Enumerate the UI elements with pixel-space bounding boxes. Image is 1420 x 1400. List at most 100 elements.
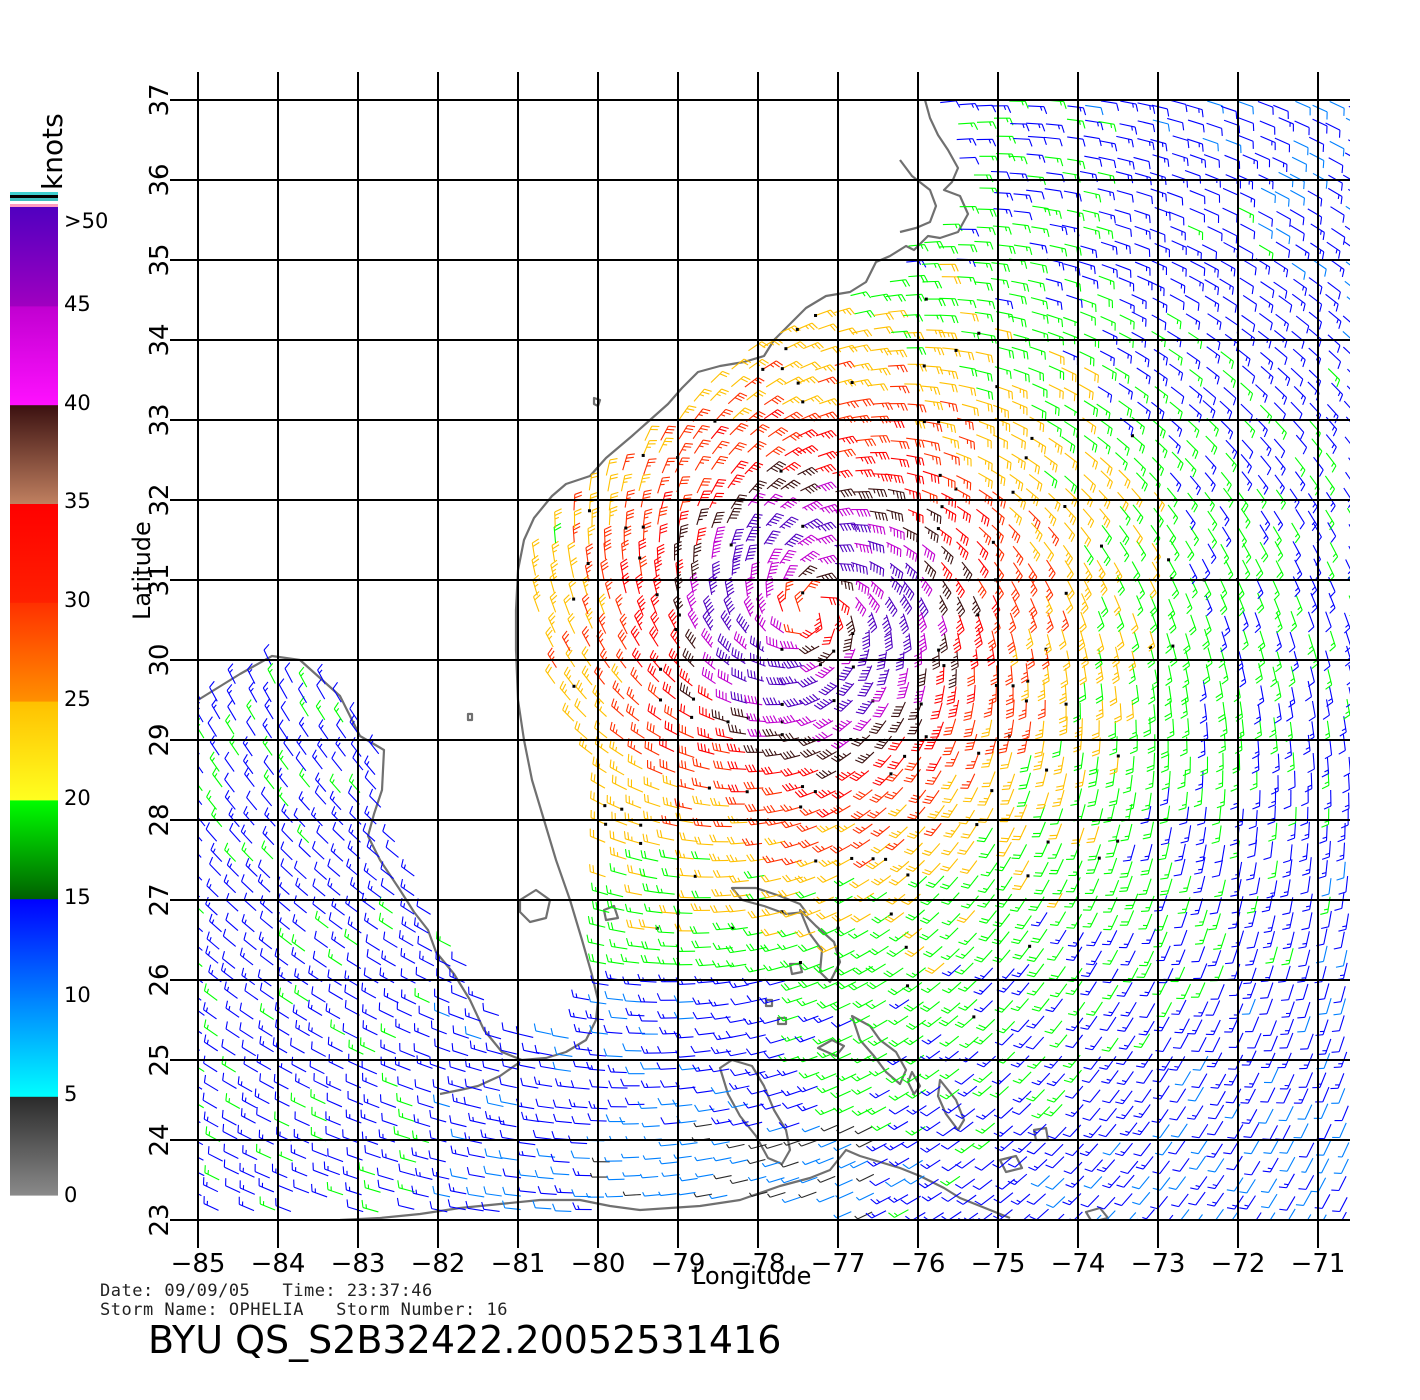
- wind-barb: [710, 425, 729, 440]
- wind-barb: [657, 956, 677, 965]
- wind-barb: [1308, 311, 1323, 330]
- wind-barb: [784, 580, 794, 600]
- wind-barb: [1013, 860, 1030, 876]
- wind-barb: [855, 699, 875, 715]
- wind-barb: [587, 524, 596, 545]
- wind-barb: [891, 701, 906, 718]
- wind-barb: [532, 1200, 552, 1210]
- wind-barb: [603, 1024, 623, 1034]
- wind-barb: [1010, 123, 1030, 132]
- wind-barb: [974, 967, 994, 981]
- wind-barb: [1260, 510, 1271, 531]
- wind-barb: [954, 962, 974, 975]
- wind-barb: [1154, 914, 1169, 931]
- wind-barb: [1242, 294, 1258, 312]
- wind-barb: [342, 1166, 360, 1180]
- wind-barb: [1220, 471, 1232, 492]
- wind-barb: [1348, 105, 1350, 108]
- wind-barb: [1088, 769, 1099, 788]
- wind-barb: [1227, 1124, 1244, 1139]
- wind-barb: [940, 774, 957, 790]
- wind-barb: [727, 922, 748, 931]
- wind-barb: [851, 1107, 873, 1116]
- wind-barb: [1190, 1176, 1208, 1191]
- wind-barb: [798, 1071, 820, 1079]
- wind-barb: [1124, 893, 1139, 910]
- wind-barb: [1209, 1090, 1226, 1106]
- wind-barb: [866, 980, 887, 990]
- wind-barb: [1061, 436, 1076, 454]
- wind-barb: [431, 1167, 450, 1180]
- wind-barb: [854, 309, 876, 318]
- wind-barb: [1081, 1069, 1100, 1083]
- wind-barb: [960, 312, 979, 322]
- wind-barb: [1259, 541, 1269, 563]
- wind-barb: [766, 477, 787, 490]
- wind-barb: [1289, 209, 1305, 226]
- wind-barb: [750, 424, 770, 436]
- wind-barb: [277, 893, 291, 912]
- wind-barb: [761, 787, 783, 796]
- wind-barb: [694, 455, 711, 471]
- wind-barb: [330, 1019, 346, 1036]
- wind-barb: [1339, 716, 1347, 737]
- wind-barb: [1335, 950, 1348, 968]
- wind-barb: [1150, 1195, 1169, 1210]
- wind-barb: [548, 612, 556, 633]
- wind-barb: [1321, 878, 1332, 897]
- wind-barb: [974, 949, 993, 963]
- wind-barb: [1348, 545, 1350, 550]
- wind-barb: [1278, 1105, 1294, 1122]
- wind-barb: [499, 1042, 517, 1055]
- wind-barb: [1065, 877, 1081, 893]
- wind-barb: [976, 434, 992, 449]
- wind-barb: [1301, 912, 1313, 931]
- wind-barb: [799, 661, 822, 673]
- wind-barb: [1189, 154, 1207, 168]
- wind-barb: [206, 931, 220, 950]
- wind-barb: [904, 1175, 925, 1185]
- lon-tick-label: −85: [171, 1249, 226, 1279]
- wind-barb: [1273, 510, 1284, 532]
- wind-barb: [594, 664, 606, 685]
- wind-barb: [710, 370, 730, 383]
- wind-barb: [1225, 947, 1239, 965]
- wind-barb: [1169, 1056, 1186, 1071]
- wind-barb: [1048, 437, 1063, 455]
- wind-barb: [940, 100, 961, 108]
- wind-barb: [1282, 859, 1293, 878]
- wind-barb: [1033, 752, 1045, 771]
- wind-barb: [658, 437, 674, 453]
- wind-barb: [869, 1089, 890, 1099]
- wind-barb: [608, 1009, 628, 1020]
- wind-barb: [1257, 474, 1269, 495]
- wind-barb: [1193, 1001, 1209, 1017]
- wind-barb: [1325, 434, 1337, 454]
- wind-barb: [1044, 400, 1060, 417]
- wind-barb: [887, 1121, 909, 1131]
- wind-barb: [973, 982, 993, 995]
- wind-barb: [259, 1035, 274, 1053]
- wind-barb: [1259, 120, 1276, 135]
- wind-barb: [873, 312, 895, 321]
- wind-barb: [1114, 240, 1131, 254]
- wind-barb: [924, 526, 939, 543]
- wind-barb: [830, 1019, 852, 1028]
- wind-barb: [922, 364, 944, 375]
- wind-barb: [639, 868, 658, 880]
- wind-barb: [292, 914, 306, 932]
- wind-barb: [1309, 402, 1322, 423]
- wind-barb: [1063, 316, 1080, 331]
- wind-barb: [1096, 633, 1105, 655]
- wind-barb: [418, 1005, 435, 1021]
- wind-barb: [1111, 663, 1120, 685]
- wind-barb: [1347, 368, 1350, 373]
- wind-barb: [1190, 260, 1206, 276]
- wind-barb: [643, 793, 661, 808]
- wind-barb: [1066, 913, 1083, 929]
- wind-barb: [246, 790, 258, 811]
- wind-barb: [662, 774, 680, 788]
- wind-barb: [1084, 1036, 1103, 1051]
- wind-barb: [1026, 1193, 1046, 1205]
- wind-barb: [203, 1034, 219, 1052]
